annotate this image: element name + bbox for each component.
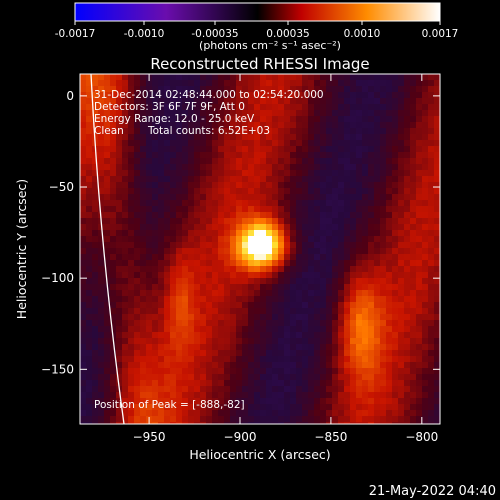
detectors-annotation: Detectors: 3F 6F 7F 9F, Att 0 — [94, 101, 245, 113]
colorbar-tick-label: 0.00035 — [266, 28, 309, 40]
colorbar-tick-label: 0.0017 — [422, 28, 459, 40]
clean-annotation: Clean — [94, 125, 124, 137]
colorbar-tick-label: -0.0017 — [55, 28, 96, 40]
axes: −950 −900 −850 −800 0 −50 −100 −150 — [41, 74, 440, 444]
chart-title: Reconstructed RHESSI Image — [150, 55, 369, 73]
x-tick-label: −800 — [405, 430, 438, 444]
plot-frame — [79, 73, 441, 425]
x-tick-label: −950 — [133, 430, 166, 444]
y-tick-label: 0 — [66, 89, 74, 103]
colorbar-ticks: -0.0017 -0.0010 -0.00035 0.00035 0.0010 0.001… — [55, 21, 459, 40]
heatmap-image — [80, 74, 440, 424]
x-axis-label: Heliocentric X (arcsec) — [189, 447, 330, 462]
x-tick-label: −900 — [224, 430, 257, 444]
y-tick-label: −150 — [41, 362, 74, 376]
peak-position-annotation: Position of Peak = [-888,-82] — [94, 399, 245, 411]
y-axis-label: Heliocentric Y (arcsec) — [14, 179, 29, 319]
solar-limb-line — [90, 74, 125, 424]
colorbar — [74, 2, 441, 22]
energy-annotation: Energy Range: 12.0 - 25.0 keV — [94, 113, 255, 125]
colorbar-tick-label: -0.0010 — [124, 28, 165, 40]
y-tick-label: −100 — [41, 271, 74, 285]
time-range-annotation: 31-Dec-2014 02:48:44.000 to 02:54:20.000 — [94, 89, 324, 101]
x-tick-label: −850 — [314, 430, 347, 444]
y-tick-label: −50 — [49, 180, 74, 194]
colorbar-tick-label: -0.00035 — [191, 28, 238, 40]
colorbar-tick-label: 0.0010 — [344, 28, 381, 40]
total-counts-annotation: Total counts: 6.52E+03 — [147, 125, 270, 137]
footer-timestamp: 21-May-2022 04:40 — [369, 484, 496, 499]
colorbar-unit-label: (photons cm⁻² s⁻¹ asec⁻²) — [199, 39, 341, 52]
